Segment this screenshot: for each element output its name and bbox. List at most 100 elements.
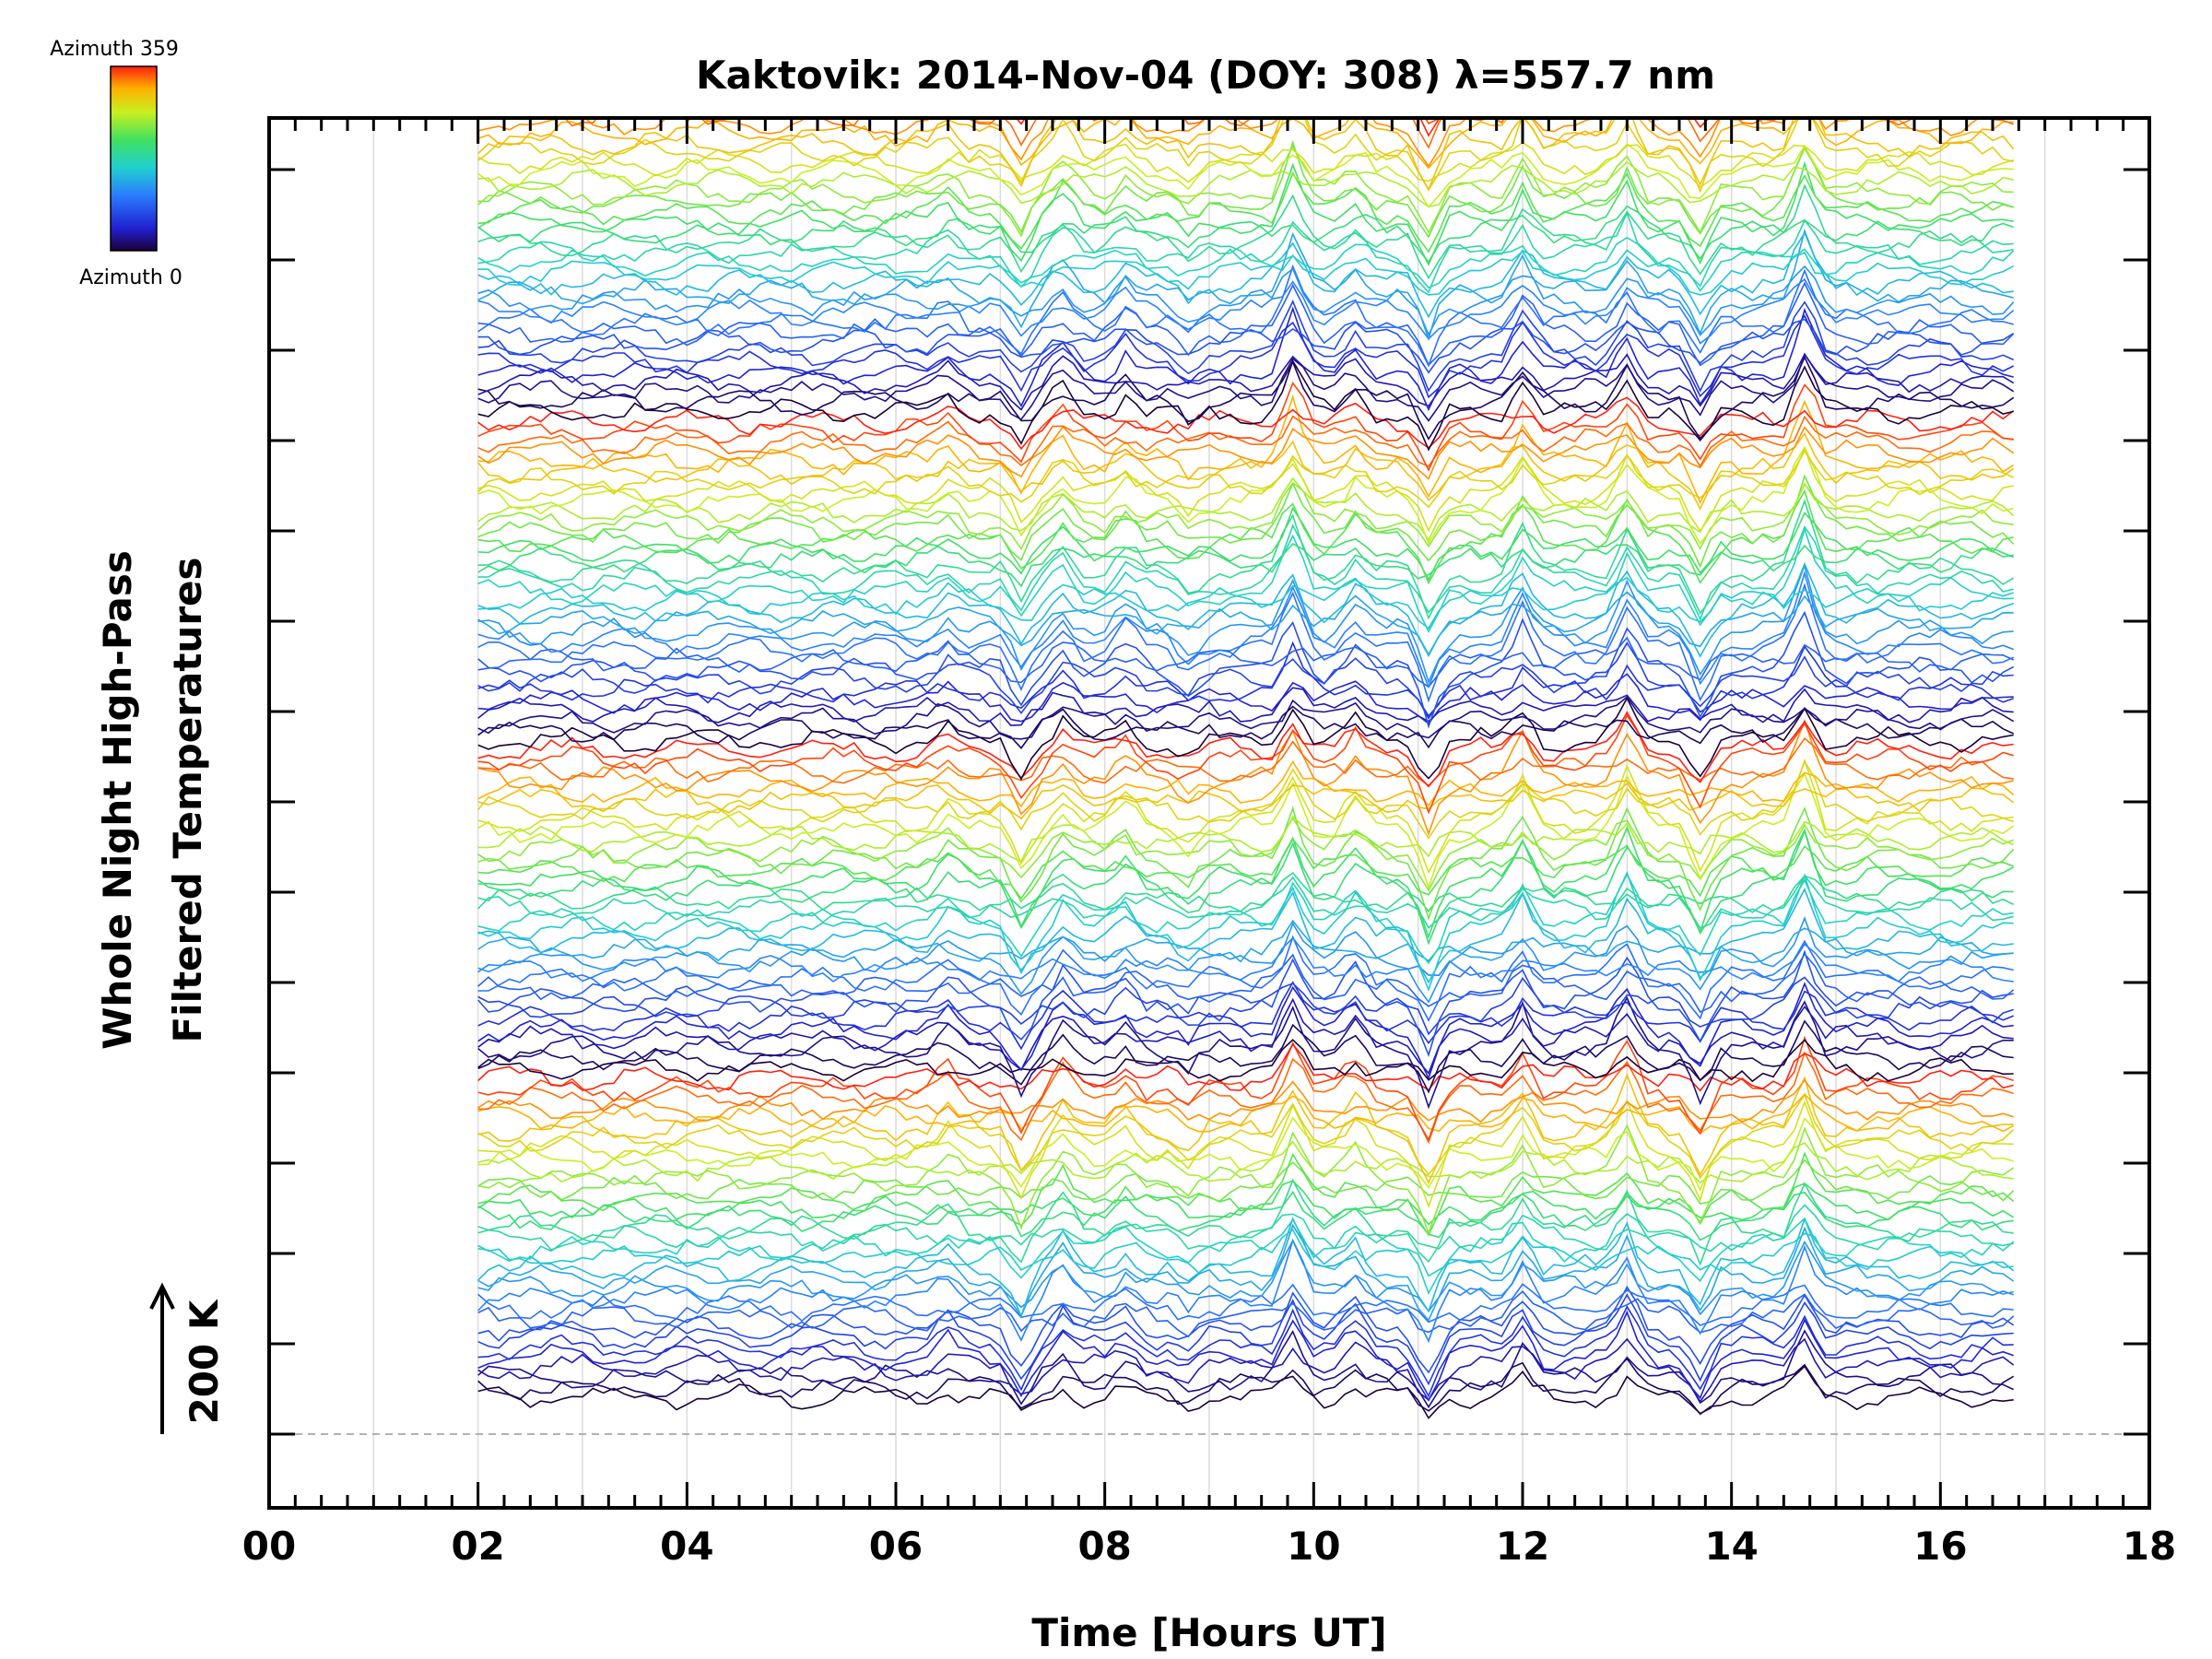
scale-bar: 200 K <box>149 1282 227 1434</box>
series-group <box>477 118 2015 1419</box>
colorbar-gradient <box>110 65 158 252</box>
x-tick-label: 06 <box>869 1524 923 1569</box>
colorbar-bottom-label: Azimuth 0 <box>79 266 182 289</box>
series-line <box>477 582 2015 703</box>
series-line <box>477 1365 2014 1419</box>
series-line <box>477 1329 2015 1409</box>
series-line <box>477 1204 2015 1253</box>
series-line <box>477 118 2014 194</box>
series-line <box>477 1239 2014 1316</box>
series-line <box>477 982 2014 1080</box>
series-line <box>477 815 2015 863</box>
series-line <box>477 306 2014 412</box>
series-line <box>477 995 2014 1110</box>
series-line <box>477 1238 2014 1344</box>
series-line <box>477 1180 2015 1226</box>
scale-bar-label: 200 K <box>182 1299 227 1424</box>
series-line <box>477 1212 2014 1296</box>
series-line <box>477 277 2015 345</box>
colorbar: Azimuth 359 Azimuth 0 <box>50 38 182 289</box>
series-line <box>477 1151 2015 1237</box>
x-tick-label: 12 <box>1496 1524 1549 1569</box>
series-line <box>477 935 2014 1022</box>
series-line <box>477 425 2015 480</box>
series-line <box>477 1039 2014 1083</box>
series-line <box>477 210 2014 294</box>
chart-title: Kaktovik: 2014-Nov-04 (DOY: 308) λ=557.7… <box>696 53 1715 98</box>
series-line <box>477 872 2015 913</box>
y-axis-label-line2: Filtered Temperatures <box>165 557 210 1042</box>
series-line <box>477 264 2014 368</box>
series-line <box>477 711 2014 788</box>
series-line <box>477 1293 2014 1386</box>
series-line <box>477 997 2014 1075</box>
series-line <box>477 816 2014 892</box>
x-tick-label: 10 <box>1287 1524 1340 1569</box>
series-line <box>477 506 2014 582</box>
series-line <box>477 610 2015 729</box>
series-line <box>477 870 2014 993</box>
x-axis-label: Time [Hours UT] <box>1031 1610 1386 1655</box>
series-line <box>477 1310 2014 1402</box>
series-line <box>477 806 2015 921</box>
series-line <box>477 160 2014 208</box>
series-line <box>477 1116 2014 1192</box>
series-line <box>477 887 2014 984</box>
series-line <box>477 359 2014 452</box>
series-line <box>477 249 2015 296</box>
series-line <box>477 1093 2015 1180</box>
scale-arrow-head <box>149 1282 175 1310</box>
series-line <box>477 477 2015 542</box>
series-line <box>477 936 2014 982</box>
series-line <box>477 874 2014 929</box>
x-tick-labels: 00 02 04 06 08 10 12 14 16 18 <box>242 1524 2176 1569</box>
series-line <box>477 1290 2015 1338</box>
series-line <box>477 952 2015 1014</box>
series-line <box>477 352 2015 422</box>
ticks <box>267 118 2151 1508</box>
series-line <box>477 171 2014 253</box>
series-line <box>477 526 2014 634</box>
series-line <box>477 1159 2015 1206</box>
y-axis-label-line1: Whole Night High-Pass <box>95 550 140 1050</box>
series-line <box>477 981 2015 1051</box>
x-tick-label: 02 <box>451 1524 504 1569</box>
series-line <box>477 591 2014 656</box>
series-line <box>477 118 1994 168</box>
series-line <box>477 300 2015 393</box>
series-line <box>477 355 2015 441</box>
series-line <box>477 1042 2014 1092</box>
series-line <box>477 1178 2014 1266</box>
series-line <box>477 696 2015 740</box>
series-line <box>477 449 2015 509</box>
series-line <box>477 313 2015 399</box>
x-tick-label: 00 <box>242 1524 296 1569</box>
series-line <box>477 687 2014 726</box>
series-line <box>477 919 2014 964</box>
series-line <box>477 759 2015 808</box>
series-line <box>477 1078 2014 1124</box>
series-line <box>477 713 2014 815</box>
series-line <box>477 228 2014 342</box>
series-line <box>477 382 2014 472</box>
series-line <box>477 576 2014 629</box>
x-tick-label: 08 <box>1077 1524 1131 1569</box>
series-line <box>477 758 2014 875</box>
series-line <box>477 160 2014 266</box>
x-tick-label: 16 <box>1913 1524 1967 1569</box>
series-line <box>477 474 2015 569</box>
series-line <box>477 118 2015 192</box>
series-line <box>477 976 2014 1036</box>
series-line <box>477 1190 2014 1241</box>
series-line <box>477 949 2014 1057</box>
series-line <box>477 915 2014 1004</box>
series-line <box>477 1305 2014 1398</box>
series-line <box>477 872 2014 965</box>
series-line <box>477 1337 2015 1404</box>
series-line <box>477 562 2014 685</box>
series-line <box>477 488 2014 585</box>
series-line <box>477 352 2015 411</box>
series-line <box>477 759 2014 840</box>
series-line <box>477 696 2014 781</box>
